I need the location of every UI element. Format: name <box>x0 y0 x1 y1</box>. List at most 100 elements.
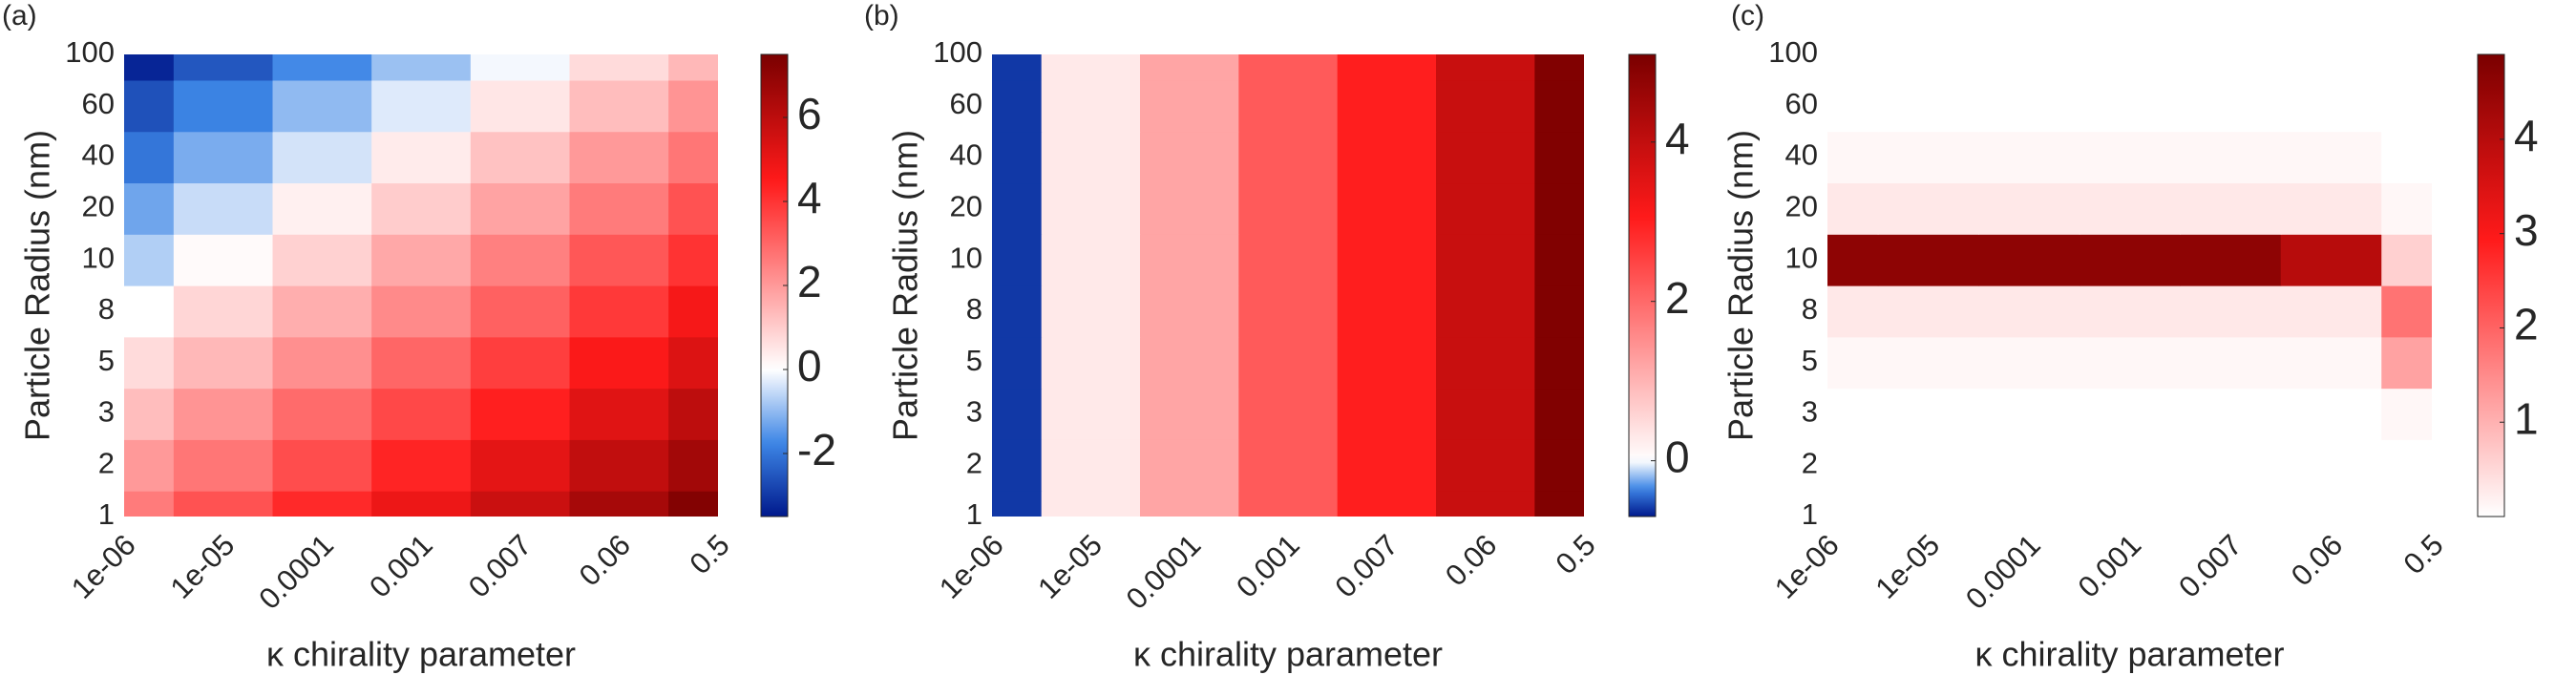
x-tick-label: 0.06 <box>2285 528 2349 592</box>
cell <box>1827 388 1879 440</box>
y-tick-label: 2 <box>98 446 115 479</box>
cell <box>569 388 669 440</box>
x-tick-label: 1e-06 <box>1768 528 1846 605</box>
y-tick-label: 20 <box>82 190 115 223</box>
cell <box>1827 336 1879 390</box>
x-tick-label: 1e-06 <box>933 528 1010 605</box>
cell <box>124 79 175 133</box>
heatmap <box>992 54 1584 517</box>
x-axis-label: κ chirality parameter <box>266 635 576 674</box>
cell <box>371 388 472 440</box>
cell <box>272 491 372 517</box>
cell <box>2180 131 2282 184</box>
cell <box>992 54 1043 81</box>
cell <box>2280 388 2382 440</box>
cell <box>569 79 669 133</box>
cell <box>1978 285 2080 338</box>
cell <box>1041 79 1141 133</box>
cell <box>569 182 669 235</box>
y-tick-label: 20 <box>950 190 982 223</box>
cell <box>1877 182 1979 235</box>
cell <box>668 131 718 184</box>
cell <box>1337 336 1437 390</box>
panel-label: (a) <box>2 0 37 32</box>
cell <box>371 79 472 133</box>
colorbar <box>2477 53 2505 517</box>
cell <box>1238 182 1339 235</box>
cell <box>2280 182 2382 235</box>
cell <box>1534 439 1584 492</box>
cell <box>470 182 571 235</box>
cell <box>2280 234 2382 286</box>
colorbar-tick-label: 4 <box>1665 114 1690 163</box>
cell <box>470 234 571 286</box>
cell <box>2381 54 2432 81</box>
cell <box>1041 336 1141 390</box>
cell <box>1238 234 1339 286</box>
cell <box>2381 182 2432 235</box>
cell <box>1436 388 1535 440</box>
cell <box>2180 54 2282 81</box>
cell <box>2280 439 2382 492</box>
cell <box>173 131 274 184</box>
cell <box>2180 336 2282 390</box>
cell <box>371 234 472 286</box>
y-tick-label: 1 <box>966 497 982 531</box>
cell <box>1337 54 1437 81</box>
cell <box>1877 54 1979 81</box>
x-tick-label: 1e-05 <box>1869 528 1946 605</box>
cell <box>1337 388 1437 440</box>
cell <box>992 131 1043 184</box>
cell <box>272 336 372 390</box>
cell <box>668 336 718 390</box>
cell <box>1827 439 1879 492</box>
cell <box>1041 439 1141 492</box>
cell <box>2180 79 2282 133</box>
cell <box>1978 336 2080 390</box>
cell <box>173 182 274 235</box>
cell <box>2381 336 2432 390</box>
y-tick-label: 3 <box>98 395 115 429</box>
colorbar-tick-label: 4 <box>797 173 822 222</box>
y-tick-label: 20 <box>1785 190 1818 223</box>
y-tick-label: 3 <box>1802 395 1818 429</box>
cell <box>1534 336 1584 390</box>
cell <box>1827 131 1879 184</box>
cell <box>124 491 175 517</box>
cell <box>1877 336 1979 390</box>
x-tick-label: 0.007 <box>2172 528 2249 604</box>
y-tick-label: 3 <box>966 395 982 429</box>
y-tick-label: 60 <box>82 87 115 120</box>
x-tick-label: 0.001 <box>2072 528 2148 604</box>
x-axis-label: κ chirality parameter <box>1133 635 1443 674</box>
cell <box>124 131 175 184</box>
panel-label: (c) <box>1731 0 1764 32</box>
cell <box>1534 234 1584 286</box>
cell <box>2079 388 2181 440</box>
cell <box>1140 234 1239 286</box>
cell <box>272 131 372 184</box>
cell <box>2381 131 2432 184</box>
cell <box>1041 182 1141 235</box>
cell <box>1140 131 1239 184</box>
cell <box>470 79 571 133</box>
cell <box>272 234 372 286</box>
cell <box>1041 131 1141 184</box>
cell <box>1337 182 1437 235</box>
cell <box>470 439 571 492</box>
cell <box>1978 79 2080 133</box>
cell <box>2079 285 2181 338</box>
cell <box>124 388 175 440</box>
cell <box>2180 491 2282 517</box>
cell <box>1140 54 1239 81</box>
cell <box>173 388 274 440</box>
cell <box>173 336 274 390</box>
cell <box>1877 491 1979 517</box>
cell <box>272 79 372 133</box>
colorbar-tick-label: 0 <box>797 341 822 390</box>
cell <box>1534 491 1584 517</box>
colorbar-tick-label: 0 <box>1665 432 1690 482</box>
cell <box>124 336 175 390</box>
cell <box>2280 54 2382 81</box>
cell <box>272 182 372 235</box>
